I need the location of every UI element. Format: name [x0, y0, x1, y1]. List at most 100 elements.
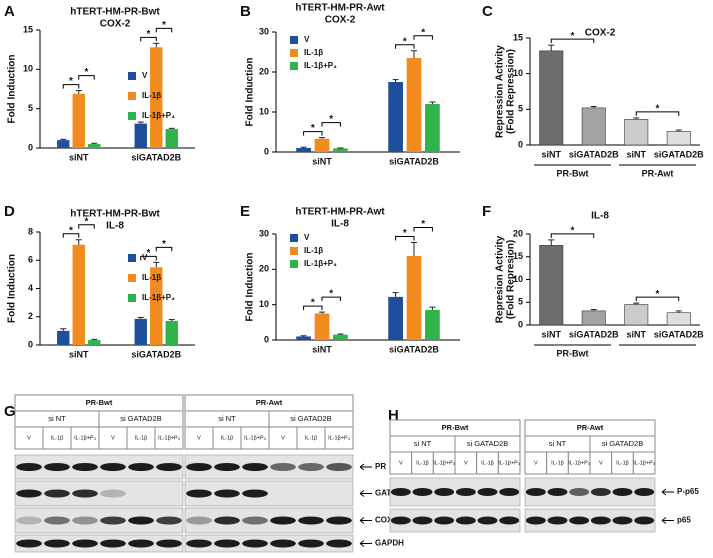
significance-star: * [147, 29, 151, 40]
y-axis-label: Fold Induction [245, 58, 256, 127]
significance-star: * [403, 228, 407, 239]
band-label: P-p65 [677, 487, 699, 496]
y-tick-label: 4 [28, 283, 33, 293]
significance-bracket [550, 233, 595, 238]
blot-band [128, 539, 154, 548]
significance-star: * [85, 216, 89, 227]
chart-title: COX-2 [325, 15, 356, 26]
bar [88, 144, 101, 148]
panel-letter: G [4, 403, 16, 420]
legend-swatch [128, 254, 136, 262]
significance-bracket [303, 305, 323, 311]
panel-letter: F [482, 203, 491, 220]
group-label: PR-Bwt [557, 168, 589, 178]
blot-band [44, 489, 70, 498]
bar [666, 131, 691, 146]
y-axis-label: (Fold Represion) [506, 240, 517, 319]
chart-title: hTERT-HM-PR-Bwt [70, 209, 160, 220]
y-tick-label: 30 [259, 26, 269, 36]
bar [624, 304, 649, 326]
significance-bracket [413, 226, 433, 232]
bar [134, 318, 147, 345]
significance-star: * [162, 239, 166, 250]
bar [314, 138, 330, 152]
x-tick-label: siNT [312, 156, 332, 166]
y-tick-label: 0 [264, 146, 269, 156]
blot-strip [184, 534, 354, 553]
blot-band [612, 488, 633, 496]
blot-strip [14, 507, 184, 534]
significance-star: * [69, 76, 73, 87]
blot-band [100, 463, 126, 471]
legend-swatch [290, 260, 298, 268]
y-tick-label: 10 [259, 106, 269, 116]
x-tick-label: siNT [541, 149, 561, 159]
y-tick-label: 5 [518, 104, 523, 114]
group-label: PR-Awt [577, 423, 604, 432]
blot-band [412, 516, 433, 525]
blot-band [100, 516, 126, 525]
y-tick-label: 0 [518, 139, 523, 149]
band-arrow [359, 517, 372, 524]
significance-star: * [311, 298, 315, 309]
significance-star: * [571, 226, 575, 237]
y-tick-label: 0 [518, 319, 523, 329]
significance-bracket [140, 36, 157, 42]
significance-star: * [329, 289, 333, 300]
bar [406, 58, 422, 152]
lane-label: IL-1β [416, 460, 429, 466]
lane-label: IL-1β+P₄ [328, 435, 351, 441]
y-tick-label: 5 [518, 297, 523, 307]
blot-band [242, 539, 268, 548]
blot-strip [14, 454, 184, 480]
legend-swatch [290, 234, 298, 242]
significance-star: * [656, 289, 660, 300]
blot-band [547, 516, 568, 525]
lane-label: V [197, 435, 201, 441]
lane-label: IL-1β+P₄ [158, 435, 181, 441]
band-arrow [359, 540, 372, 547]
blot-band [525, 516, 546, 525]
legend-label: IL-1β [304, 246, 323, 255]
significance-bracket [395, 44, 415, 49]
bar [425, 309, 440, 340]
chart-title: COX-2 [585, 28, 616, 39]
legend-label: V [142, 71, 148, 80]
bar [134, 123, 147, 148]
significance-star: * [69, 225, 73, 236]
blot-band [186, 516, 212, 525]
bar [165, 320, 178, 345]
legend-swatch [290, 247, 298, 255]
bar [539, 245, 564, 326]
panel-letter: C [482, 3, 493, 20]
y-tick-label: 10 [513, 68, 523, 78]
x-tick-label: siNT [626, 149, 646, 159]
chart-title: IL-8 [106, 221, 124, 232]
y-tick-label: 0 [28, 142, 33, 152]
header-box [324, 426, 354, 450]
y-tick-label: 15 [23, 24, 33, 34]
lane-label: V [399, 460, 403, 466]
legend-label: IL-1β [142, 273, 161, 282]
bar [406, 255, 422, 340]
band-arrow [359, 463, 372, 471]
y-tick-label: 10 [513, 274, 523, 284]
bar [581, 310, 606, 326]
significance-star: * [421, 219, 425, 230]
legend-swatch [128, 294, 136, 302]
blot-strip [14, 480, 184, 507]
chart-title: hTERT-HM-PR-Bwt [70, 7, 160, 18]
y-tick-label: 15 [513, 32, 523, 42]
blot-strip [389, 477, 521, 507]
band-arrow [359, 490, 372, 497]
blot-band [326, 516, 352, 525]
legend-swatch [290, 49, 298, 57]
chart-title: hTERT-HM-PR-Awt [295, 207, 385, 218]
y-axis-label: Fold Induction [7, 55, 18, 124]
blot-band [214, 516, 240, 525]
blot-band [326, 539, 352, 548]
x-tick-label: siNT [541, 329, 561, 339]
significance-bracket [62, 233, 80, 238]
lane-label: IL-1β+P₄ [74, 435, 97, 441]
significance-star: * [311, 123, 315, 134]
